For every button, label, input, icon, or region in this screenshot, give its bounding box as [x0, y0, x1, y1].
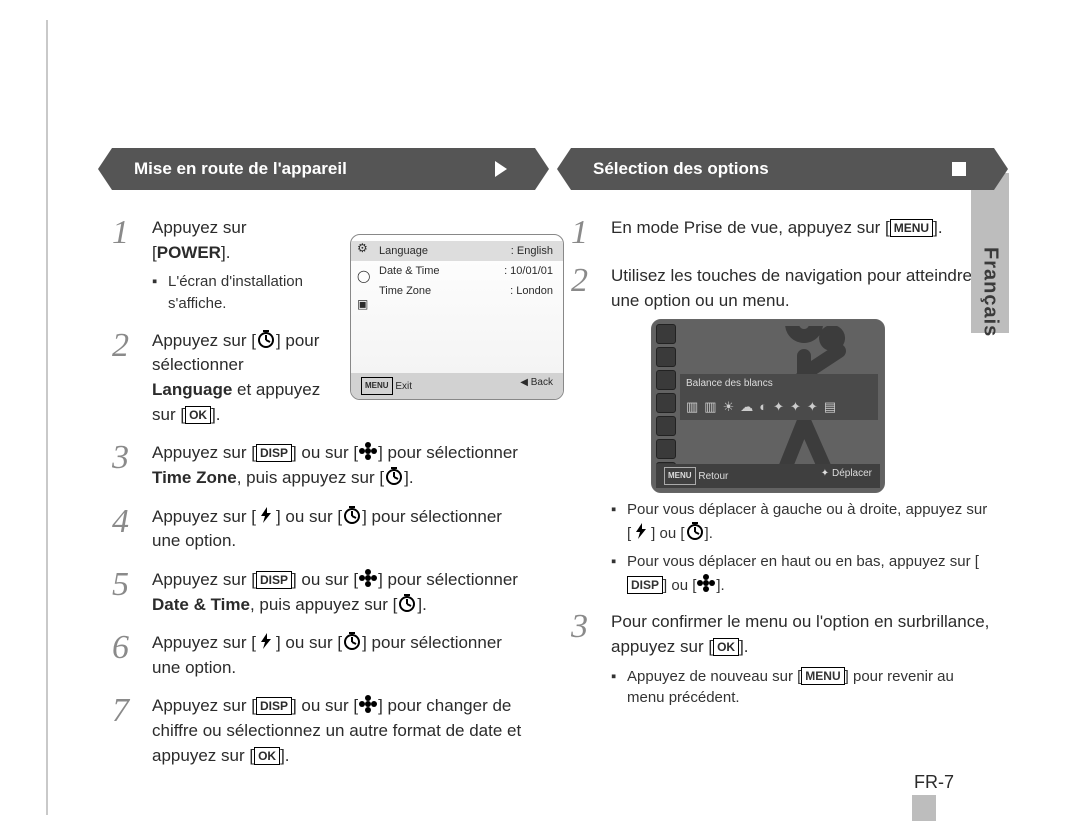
camera-screen-setup: ⚙◯▣ Language : English Date & Time : 10/…	[350, 234, 564, 400]
flower-icon	[358, 441, 378, 461]
right-column: Sélection des options 1 En mode Prise de…	[571, 148, 994, 782]
timer-icon	[685, 521, 705, 541]
flower-icon	[358, 694, 378, 714]
language-tab: Français	[971, 173, 1009, 333]
disp-key: DISP	[256, 697, 292, 715]
ok-key: OK	[254, 747, 280, 765]
stop-icon	[952, 162, 966, 176]
ok-key: OK	[185, 406, 211, 424]
heading-right: Sélection des options	[571, 148, 994, 190]
left-step-3: 3 Appuyez sur [DISP] ou sur [] pour séle…	[112, 441, 535, 490]
flash-icon	[631, 521, 651, 541]
timer-icon	[342, 631, 362, 651]
left-step-5: 5 Appuyez sur [DISP] ou sur [] pour séle…	[112, 568, 535, 617]
right-step-2: 2 Utilisez les touches de navigation pou…	[571, 264, 994, 596]
disp-key: DISP	[256, 571, 292, 589]
play-icon	[495, 161, 507, 177]
flash-icon	[256, 505, 276, 525]
left-step-7: 7 Appuyez sur [DISP] ou sur [] pour chan…	[112, 694, 535, 768]
language-tab-label: Français	[979, 247, 1002, 337]
right-step-3: 3 Pour confirmer le menu ou l'option en …	[571, 610, 994, 709]
timer-icon	[256, 329, 276, 349]
heading-left-text: Mise en route de l'appareil	[134, 159, 347, 179]
left-step-4: 4 Appuyez sur [] ou sur [] pour sélectio…	[112, 505, 535, 554]
heading-left: Mise en route de l'appareil	[112, 148, 535, 190]
menu-key: MENU	[890, 219, 933, 237]
timer-icon	[384, 466, 404, 486]
setup-row: Time Zone : London	[351, 281, 563, 301]
left-step-6: 6 Appuyez sur [] ou sur [] pour sélectio…	[112, 631, 535, 680]
manual-page: Français Mise en route de l'appareil 1 A…	[46, 20, 1034, 815]
menu-key: MENU	[801, 667, 844, 685]
page-number-bar	[912, 795, 936, 821]
page-number: FR-7	[914, 772, 954, 793]
timer-icon	[342, 505, 362, 525]
disp-key: DISP	[627, 576, 663, 594]
ok-key: OK	[713, 638, 739, 656]
timer-icon	[397, 593, 417, 613]
setup-row: Language : English	[351, 241, 563, 261]
wb-icons: ▥▥☀☁◐✦✦✦▤	[680, 395, 878, 420]
camera-screen-options: Balance des blancs ▥▥☀☁◐✦✦✦▤ MENU Retour…	[651, 319, 885, 493]
flower-icon	[696, 573, 716, 593]
right-step-1: 1 En mode Prise de vue, appuyez sur [MEN…	[571, 216, 994, 250]
setup-row: Date & Time : 10/01/01	[351, 261, 563, 281]
heading-right-text: Sélection des options	[593, 159, 769, 179]
wb-label: Balance des blancs	[680, 374, 878, 395]
disp-key: DISP	[256, 444, 292, 462]
flash-icon	[256, 631, 276, 651]
flower-icon	[358, 568, 378, 588]
